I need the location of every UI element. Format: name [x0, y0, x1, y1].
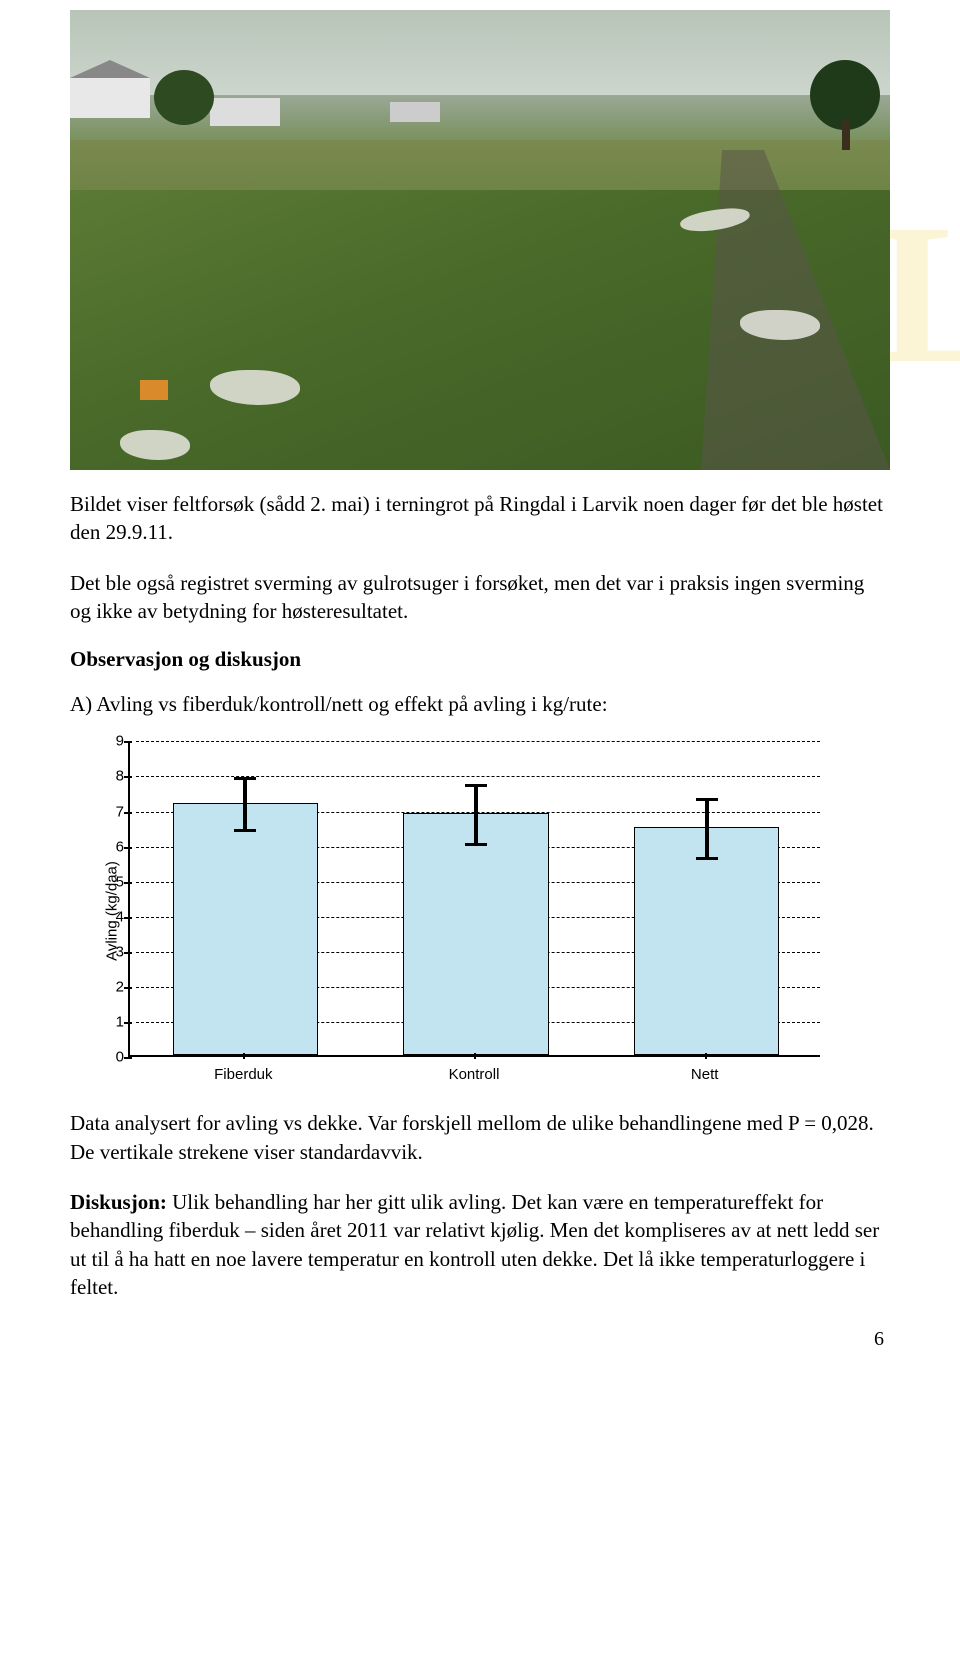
chart-ytick-mark [124, 1057, 132, 1059]
chart-ytick-label: 6 [106, 838, 124, 855]
chart-error-bar [474, 785, 478, 845]
chart-ytick-mark [124, 776, 132, 778]
chart-bar [634, 827, 779, 1055]
intro-paragraph: Det ble også registret sverming av gulro… [70, 569, 890, 626]
chart-xtick-label: Fiberduk [214, 1066, 272, 1083]
chart-bar [173, 803, 318, 1056]
chart-xtick-mark [705, 1053, 707, 1059]
photo-marker [140, 380, 168, 400]
chart-ytick-label: 5 [106, 873, 124, 890]
field-photo [70, 10, 890, 470]
chart-ytick-mark [124, 847, 132, 849]
chart-error-bar [243, 778, 247, 831]
chart-ytick-label: 9 [106, 733, 124, 750]
photo-house [390, 102, 440, 122]
photo-house [70, 78, 150, 118]
chart-ytick-mark [124, 741, 132, 743]
chart-ytick-label: 2 [106, 979, 124, 996]
chart-ytick-mark [124, 987, 132, 989]
chart-ytick-label: 3 [106, 944, 124, 961]
observation-heading: Observasjon og diskusjon [70, 647, 890, 672]
chart-plot-area [128, 741, 820, 1057]
photo-house [210, 98, 280, 126]
chart-error-bar [705, 799, 709, 859]
chart-ytick-label: 0 [106, 1049, 124, 1066]
chart-bar [403, 813, 548, 1055]
page-content: Bildet viser feltforsøk (sådd 2. mai) i … [70, 10, 890, 1301]
chart-xtick-mark [474, 1053, 476, 1059]
chart-ytick-label: 1 [106, 1014, 124, 1031]
chart-xtick-label: Nett [691, 1066, 719, 1083]
chart-ytick-label: 7 [106, 803, 124, 820]
discussion-body: Ulik behandling har her gitt ulik avling… [70, 1190, 879, 1299]
chart-ytick-label: 8 [106, 768, 124, 785]
chart-ytick-mark [124, 812, 132, 814]
chart-xtick-mark [243, 1053, 245, 1059]
chart-ytick-mark [124, 1022, 132, 1024]
discussion-paragraph: Diskusjon: Ulik behandling har her gitt … [70, 1188, 890, 1301]
chart-ytick-label: 4 [106, 908, 124, 925]
yield-bar-chart: Avling (kg/daa) 0123456789FiberdukKontro… [70, 731, 830, 1091]
photo-tree-trunk [842, 120, 850, 150]
photo-caption: Bildet viser feltforsøk (sådd 2. mai) i … [70, 490, 890, 547]
chart-ytick-mark [124, 882, 132, 884]
page-number: 6 [874, 1328, 884, 1351]
discussion-lead: Diskusjon: [70, 1190, 167, 1214]
photo-tree [154, 70, 214, 125]
section-a-title: A) Avling vs fiberduk/kontroll/nett og e… [70, 692, 890, 717]
chart-ytick-mark [124, 952, 132, 954]
analysis-paragraph: Data analysert for avling vs dekke. Var … [70, 1109, 890, 1166]
chart-ytick-mark [124, 917, 132, 919]
chart-gridline [136, 741, 820, 742]
chart-xtick-label: Kontroll [449, 1066, 500, 1083]
